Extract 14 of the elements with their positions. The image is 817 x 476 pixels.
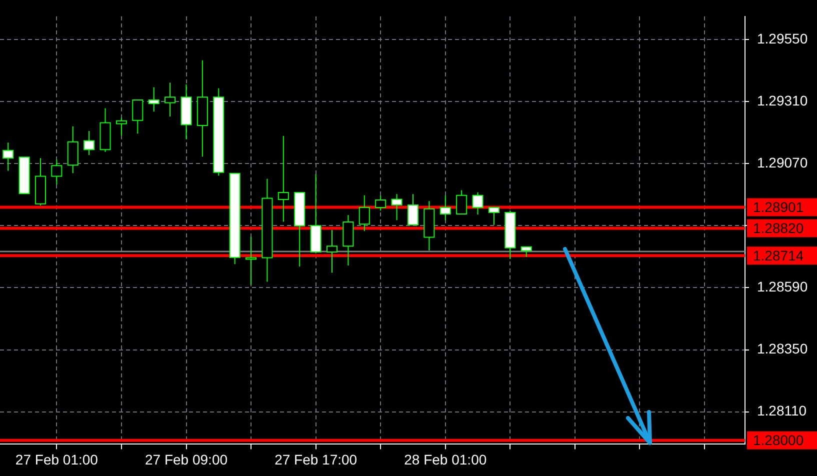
y-tick-label: 1.28350 bbox=[757, 340, 808, 357]
y-tick-label: 1.29070 bbox=[757, 154, 808, 170]
y-tick-label: 1.28590 bbox=[757, 278, 808, 295]
ref-line-label: 1.28000 bbox=[753, 432, 804, 448]
ref-line-label: 1.28901 bbox=[753, 199, 804, 216]
ref-line-label: 1.28820 bbox=[753, 220, 804, 236]
y-tick-label: 1.29550 bbox=[757, 30, 808, 46]
y-tick-label: 1.29310 bbox=[757, 92, 808, 108]
x-tick-label: 27 Feb 01:00 bbox=[15, 451, 98, 468]
x-tick-label: 27 Feb 17:00 bbox=[274, 451, 358, 468]
x-tick-label: 28 Feb 01:00 bbox=[404, 451, 487, 468]
ref-line-label: 1.28714 bbox=[753, 248, 804, 264]
x-tick-label: 27 Feb 09:00 bbox=[144, 451, 228, 468]
y-tick-label: 1.28110 bbox=[757, 402, 807, 419]
